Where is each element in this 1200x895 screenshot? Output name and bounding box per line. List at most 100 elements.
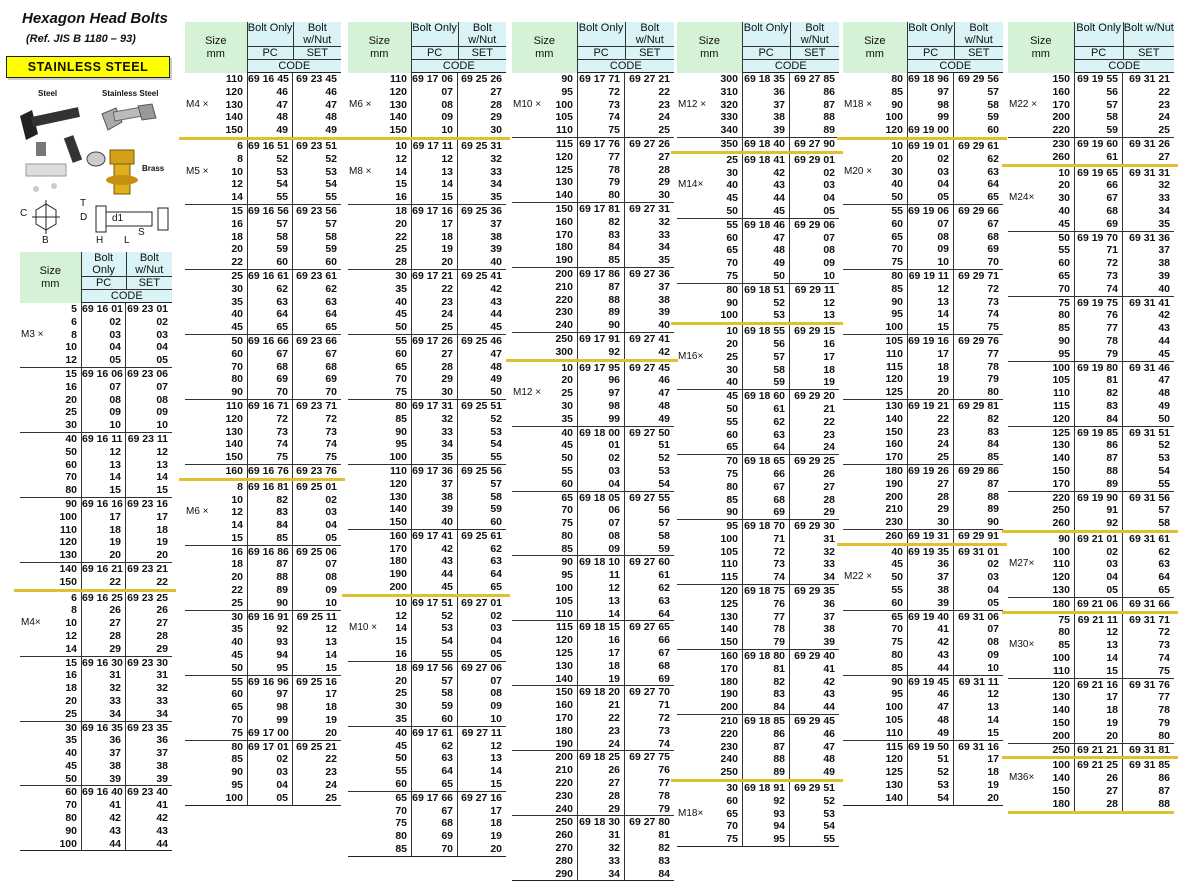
- size-cell: 70: [677, 455, 742, 468]
- thread-size-spacer: [843, 296, 875, 309]
- length-value: 14: [395, 165, 407, 178]
- bolt-only-code: 82: [247, 493, 292, 507]
- bolt-nut-code: 64: [953, 178, 1003, 192]
- stainless-steel-label: Stainless Steel: [102, 89, 159, 98]
- length-value: 140: [59, 562, 77, 575]
- bolt-nut-code: 69 31 06: [953, 610, 1003, 624]
- size-cell: 240: [677, 753, 742, 766]
- table-row: 16 55 05: [348, 648, 506, 661]
- bolt-only-code: 69 19 40: [907, 610, 953, 624]
- size-cell: 350: [677, 138, 742, 151]
- size-cell: 45: [843, 558, 907, 571]
- size-cell: 45: [677, 390, 742, 403]
- length-value: 70: [561, 504, 573, 517]
- length-value: 190: [720, 688, 738, 701]
- table-row: 310 36 86: [677, 85, 839, 99]
- bolt-nut-code: 47: [457, 347, 506, 361]
- length-value: 100: [1052, 652, 1070, 665]
- size-cell: 95: [512, 86, 577, 99]
- table-row: 160 69 17 41 69 25 61: [348, 529, 506, 543]
- bolt-only-code: 82: [577, 215, 624, 229]
- bolt-nut-code: 73: [292, 425, 341, 439]
- size-cell: 130: [1008, 439, 1074, 452]
- bolt-nut-code: 69 25 16: [292, 675, 341, 689]
- table-row: 45 36 02: [843, 558, 1003, 572]
- table-header: Size mm Bolt Only Bolt w/Nut PC SET CODE: [843, 22, 1003, 73]
- bolt-only-code: 83: [1074, 399, 1122, 413]
- thread-size-spacer: [185, 597, 217, 610]
- length-value: 150: [1052, 785, 1070, 798]
- table-row: 140 78 38: [677, 623, 839, 637]
- thread-size-spacer: [843, 465, 875, 478]
- length-value: 250: [555, 332, 573, 345]
- length-value: 50: [1058, 231, 1070, 244]
- thread-size-spacer: [1008, 730, 1040, 743]
- bolt-only-code: 95: [742, 833, 789, 847]
- bolt-nut-code: 33: [789, 558, 839, 572]
- size-cell: M18× 65: [677, 808, 742, 821]
- row-group: 16 69 16 86 69 25 06 18 87 07 20 88 08 22 89 09 25 90…: [185, 545, 341, 611]
- length-value: 110: [1053, 664, 1070, 677]
- table-row: 120 04 64: [1008, 571, 1174, 585]
- bolt-only-code: 89: [247, 584, 292, 597]
- row-group: 40 69 19 35 69 31 01 45 36 02 M22 × 50 37 03 55 38 0…: [843, 545, 1003, 611]
- thread-size-spacer: [512, 229, 544, 242]
- length-value: 16: [231, 217, 243, 230]
- bolt-nut-code: 69 29 56: [953, 73, 1003, 86]
- size-header: Size mm: [677, 22, 742, 73]
- table-row: 90 13 73: [843, 295, 1003, 309]
- length-value: 160: [1052, 85, 1070, 98]
- table-row: 10 69 18 55 69 29 15: [677, 325, 839, 338]
- bolt-only-code: 36: [742, 85, 789, 99]
- bolt-nut-code: 38: [1122, 257, 1174, 270]
- bolt-only-code: 46: [247, 85, 292, 99]
- bolt-nut-code: 72: [1122, 626, 1174, 640]
- size-cell: 100: [348, 451, 411, 464]
- length-value: 65: [891, 230, 903, 243]
- size-cell: 12: [348, 153, 411, 166]
- length-value: 100: [1052, 361, 1070, 374]
- thread-size-spacer: [1008, 785, 1040, 798]
- table-row: M22 × 50 37 03: [843, 571, 1003, 585]
- bolt-only-code: 87: [1074, 452, 1122, 465]
- thread-size-spacer: [20, 381, 52, 394]
- bolt-only-code: 87: [577, 280, 624, 294]
- bolt-nut-code: 69 27 75: [624, 751, 674, 765]
- table-row: 55 69 19 06 69 29 66: [843, 204, 1003, 218]
- size-cell: 110: [843, 727, 907, 740]
- row-group: 95 69 18 70 69 29 30 100 71 31 105 72 32 110 73 33 1…: [677, 520, 839, 586]
- table-row: 100 12 62: [512, 582, 674, 595]
- table-row: 80 69 17 31 69 25 51: [348, 399, 506, 413]
- size-cell: 12: [20, 354, 81, 367]
- table-row: 70 14 14: [20, 471, 172, 485]
- length-value: 100: [885, 111, 903, 124]
- bolt-only-code: 68: [1074, 204, 1122, 218]
- table-row: 240 88 48: [677, 753, 839, 767]
- table-row: 45 44 04: [677, 192, 839, 205]
- thread-size-spacer: [20, 433, 52, 446]
- bolt-nut-code: 29: [789, 506, 839, 520]
- length-value: 85: [231, 753, 243, 766]
- table-row: 75 69 17 00 20: [185, 726, 341, 740]
- bolt-only-code: 39: [907, 596, 953, 610]
- size-cell: 190: [512, 738, 577, 751]
- length-value: 14: [231, 191, 243, 204]
- bolt-only-header: Bolt Only: [578, 22, 624, 34]
- bolt-nut-code: 37: [1122, 244, 1174, 258]
- thread-size-label: M4 ×: [186, 98, 209, 110]
- bolt-nut-code: 64: [292, 308, 341, 322]
- thread-size-spacer: [1008, 704, 1040, 717]
- table-row: M18× 65 93 53: [677, 807, 839, 821]
- bolt-only-code: 69 18 46: [742, 218, 789, 232]
- bolt-nut-code: 69 25 56: [457, 464, 506, 478]
- thread-size-spacer: [348, 503, 380, 516]
- length-value: 130: [885, 399, 903, 412]
- table-row: 90 69 29: [677, 506, 839, 520]
- length-value: 120: [1052, 678, 1070, 691]
- bolt-illustration: Steel Stainless Steel Brass C B T D d1 H…: [6, 84, 176, 249]
- row-group: 90 69 17 71 69 27 21 95 72 22 M10 × 100 73 23 105 7…: [512, 73, 674, 138]
- thread-size-spacer: [348, 361, 380, 374]
- bolt-only-code: 20: [907, 386, 953, 399]
- size-cell: 150: [348, 124, 411, 137]
- thread-size-spacer: [512, 281, 544, 294]
